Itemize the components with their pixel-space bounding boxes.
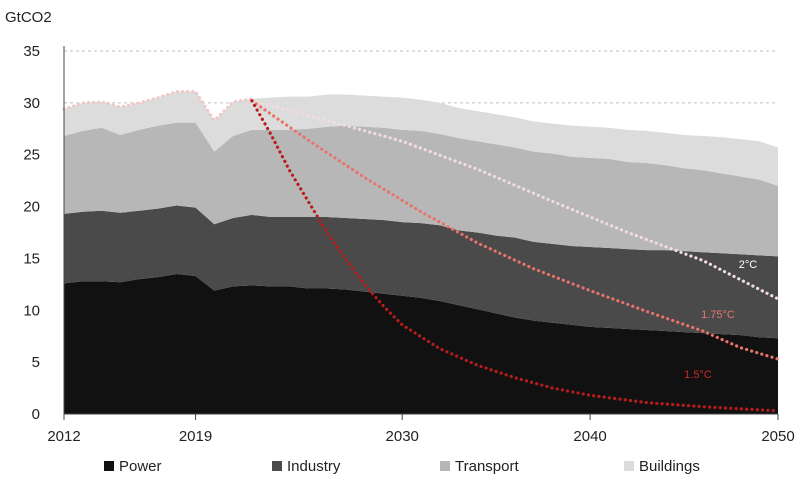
x-tick-label-2019: 2019: [179, 428, 212, 445]
area-buildings: [64, 91, 778, 186]
axes: 0 5 10 15 20 25 30 35 2012 2019 2030 2040 2050: [23, 43, 794, 445]
y-tick-label-20: 20: [23, 199, 40, 216]
legend-label-transport: Transport: [455, 458, 519, 475]
area-industry: [64, 205, 778, 339]
stacked-areas: [64, 91, 778, 414]
y-axis-unit-label: GtCO2: [5, 9, 52, 26]
legend-label-power: Power: [119, 458, 162, 475]
y-tick-label-0: 0: [32, 406, 40, 423]
pathway-line-2°C: [250, 99, 780, 301]
x-tick-label-2040: 2040: [573, 428, 606, 445]
area-transport: [64, 122, 778, 257]
y-tick-label-35: 35: [23, 43, 40, 60]
legend-label-buildings: Buildings: [639, 458, 700, 475]
legend-swatch-transport: [440, 461, 450, 471]
y-tick-label-5: 5: [32, 354, 40, 371]
x-tick-label-2050: 2050: [761, 428, 794, 445]
x-tick-label-2030: 2030: [386, 428, 419, 445]
y-tick-label-25: 25: [23, 147, 40, 164]
temperature-pathways: 2°C 1.75°C 1.5°C: [250, 99, 780, 413]
area-power: [64, 273, 778, 414]
historical-total-outline: [62, 89, 254, 123]
y-tick-label-30: 30: [23, 95, 40, 112]
legend-swatch-buildings: [624, 461, 634, 471]
pathway-line-1.5°C: [250, 99, 780, 413]
pathway-line-1.75°C: [250, 99, 780, 361]
y-tick-label-15: 15: [23, 250, 40, 267]
legend-label-industry: Industry: [287, 458, 341, 475]
x-tick-label-2012: 2012: [47, 428, 80, 445]
legend: Power Industry Transport Buildings: [104, 458, 700, 475]
pathway-label-1.5°C: 1.5°C: [684, 369, 712, 381]
legend-swatch-industry: [272, 461, 282, 471]
y-tick-label-10: 10: [23, 302, 40, 319]
legend-swatch-power: [104, 461, 114, 471]
historical-outline: [62, 89, 254, 123]
pathway-label-1.75°C: 1.75°C: [701, 309, 735, 321]
pathway-label-2°C: 2°C: [739, 259, 758, 271]
